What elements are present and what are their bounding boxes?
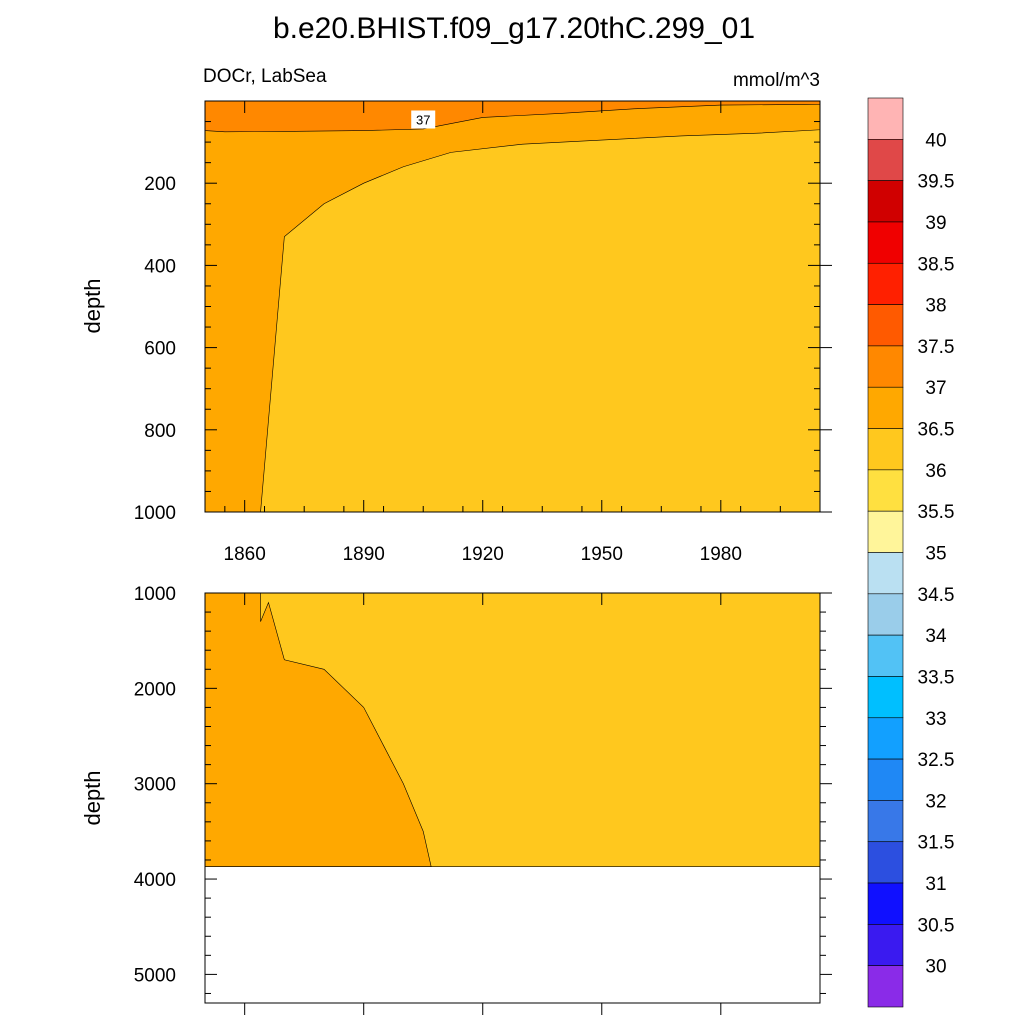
lower-frame — [204, 592, 821, 1004]
colorbar-label: 37.5 — [918, 337, 955, 358]
colorbar-label: 30 — [925, 957, 946, 978]
upper-y-tick-label: 200 — [144, 174, 176, 195]
colorbar-label: 36.5 — [918, 420, 955, 441]
upper-y-tick-label: 1000 — [134, 503, 176, 524]
upper-x-tick-label: 1980 — [700, 544, 742, 565]
colorbar-label: 37 — [925, 378, 946, 399]
lower-y-tick-label: 2000 — [134, 679, 176, 700]
colorbar-swatch — [867, 924, 904, 966]
colorbar-label: 35.5 — [918, 502, 955, 523]
upper-fill-37 — [204, 100, 821, 133]
colorbar-swatch — [867, 676, 904, 719]
upper-panel: 37 1860 1890 1920 1950 1980 200 400 600 800 1000… — [80, 100, 832, 565]
colorbar-label: 40 — [925, 130, 946, 151]
colorbar-swatch — [867, 634, 904, 677]
colorbar-swatch — [867, 97, 904, 140]
lower-fills — [204, 592, 820, 867]
colorbar-label: 39.5 — [918, 172, 955, 193]
upper-x-tick-labels: 1860 1890 1920 1950 1980 — [224, 544, 742, 565]
colorbar-swatch — [867, 552, 904, 595]
colorbar-swatch — [867, 965, 904, 1008]
upper-y-axis-label: depth — [80, 278, 105, 333]
upper-fills: 37 — [204, 100, 821, 513]
colorbar-swatch — [867, 221, 904, 264]
upper-ticks — [205, 101, 832, 513]
colorbar-swatch — [867, 841, 904, 884]
colorbar-swatch — [867, 180, 904, 223]
upper-fill-36-5 — [204, 100, 821, 513]
colorbar-label: 35 — [925, 544, 946, 565]
colorbar-swatch — [867, 758, 904, 801]
colorbar-swatch — [867, 428, 904, 471]
lower-ticks — [205, 592, 832, 1015]
colorbar-label: 36 — [925, 461, 946, 482]
colorbar: 40 39.5 39 38.5 38 37.5 37 36.5 36 35.5 35 34.5 34 33… — [867, 97, 955, 1008]
lower-y-tick-label: 1000 — [134, 584, 176, 605]
colorbar-label: 38.5 — [918, 254, 955, 275]
colorbar-label: 32 — [925, 791, 946, 812]
subtitle-right: mmol/m^3 — [733, 70, 820, 91]
colorbar-swatch — [867, 469, 904, 512]
upper-y-tick-label: 600 — [144, 339, 176, 360]
colorbar-swatch — [867, 800, 904, 843]
contour-label-box — [411, 110, 436, 129]
colorbar-label: 31.5 — [918, 833, 955, 854]
colorbar-swatch — [867, 386, 904, 429]
lower-y-tick-label: 4000 — [134, 870, 176, 891]
colorbar-swatch — [867, 717, 904, 760]
upper-x-tick-label: 1860 — [224, 544, 266, 565]
colorbar-swatch — [867, 304, 904, 347]
upper-x-tick-label: 1920 — [462, 544, 504, 565]
colorbar-swatch — [867, 139, 904, 181]
colorbar-label: 34 — [925, 626, 947, 647]
contour-label: 37 — [416, 112, 430, 127]
lower-y-tick-label: 3000 — [134, 775, 176, 796]
upper-y-tick-label: 800 — [144, 421, 176, 442]
colorbar-label: 31 — [925, 874, 946, 895]
upper-y-tick-label: 400 — [144, 256, 176, 277]
lower-y-tick-labels: 1000 2000 3000 4000 5000 — [134, 584, 176, 986]
colorbar-swatch — [867, 882, 904, 925]
colorbar-label: 30.5 — [918, 915, 955, 936]
colorbar-label: 33 — [925, 709, 946, 730]
upper-x-tick-label: 1890 — [343, 544, 385, 565]
colorbar-label: 34.5 — [918, 585, 955, 606]
lower-y-axis-label: depth — [80, 770, 105, 825]
colorbar-label: 38 — [925, 296, 946, 317]
chart-title: b.e20.BHIST.f09_g17.20thC.299_01 — [273, 12, 755, 45]
colorbar-label: 32.5 — [918, 750, 955, 771]
upper-x-tick-label: 1950 — [581, 544, 623, 565]
colorbar-label: 39 — [925, 213, 946, 234]
colorbar-swatch — [867, 345, 904, 388]
colorbar-label: 33.5 — [918, 667, 955, 688]
colorbar-swatch — [867, 593, 904, 636]
upper-y-tick-labels: 200 400 600 800 1000 — [134, 174, 176, 524]
colorbar-swatch — [867, 510, 904, 553]
lower-y-tick-label: 5000 — [134, 965, 176, 986]
subtitle-left: DOCr, LabSea — [203, 66, 327, 87]
colorbar-swatch — [867, 262, 904, 305]
lower-panel: 1000 2000 3000 4000 5000 depth — [80, 584, 832, 1015]
